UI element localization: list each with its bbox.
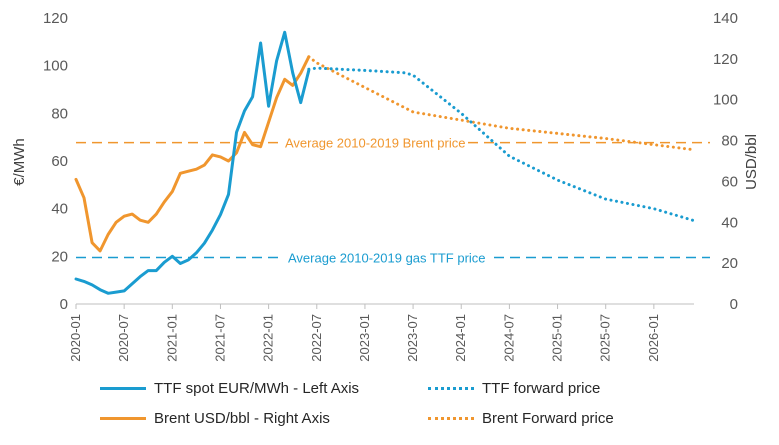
x-tick-label: 2021-07 — [212, 314, 227, 362]
x-tick-label: 2021-01 — [164, 314, 179, 362]
series-line-2 — [74, 55, 311, 253]
x-tick-label: 2024-07 — [501, 314, 516, 362]
series-line-1 — [307, 66, 696, 223]
x-axis-ticks: 2020-01 2020-07 2021-01 2021-07 2022-01 2022-… — [68, 304, 661, 362]
right-tick-label: 120 — [713, 51, 738, 68]
right-axis-label: USD/bbl — [743, 134, 760, 190]
right-tick-label: 40 — [721, 214, 738, 231]
left-tick-label: 20 — [51, 248, 68, 265]
series-lines — [74, 30, 696, 295]
right-tick-label: 20 — [721, 255, 738, 272]
reference-line-label: Average 2010-2019 gas TTF price — [288, 251, 486, 266]
x-tick-label: 2024-01 — [453, 314, 468, 362]
right-tick-label: 0 — [730, 296, 738, 313]
series-line-0 — [74, 30, 311, 295]
left-tick-label: 80 — [51, 105, 68, 122]
x-tick-label: 2022-01 — [261, 314, 276, 362]
left-axis-label: €/MWh — [11, 138, 28, 186]
legend-swatch-brent-forward — [428, 417, 474, 420]
left-tick-label: 0 — [60, 296, 68, 313]
legend-label-ttf-spot: TTF spot EUR/MWh - Left Axis — [154, 380, 360, 397]
left-tick-label: 100 — [43, 58, 68, 75]
legend-label-ttf-forward: TTF forward price — [482, 380, 601, 397]
right-tick-label: 60 — [721, 173, 738, 190]
x-tick-label: 2025-07 — [598, 314, 613, 362]
legend-swatch-ttf-forward — [428, 387, 474, 390]
chart: 0 20 40 60 80 100 120 0 20 40 60 80 100 120 140 €/MWh… — [11, 10, 760, 362]
legend-item-brent-forward: Brent Forward price — [428, 410, 614, 427]
legend-item-ttf-forward: TTF forward price — [428, 380, 600, 397]
left-tick-label: 40 — [51, 201, 68, 218]
x-tick-label: 2023-07 — [405, 314, 420, 362]
right-tick-label: 100 — [713, 92, 738, 109]
x-tick-label: 2020-07 — [116, 314, 131, 362]
legend-swatch-ttf-spot — [100, 387, 146, 390]
legend-label-brent: Brent USD/bbl - Right Axis — [154, 410, 330, 427]
reference-line-label: Average 2010-2019 Brent price — [285, 136, 465, 151]
x-tick-label: 2020-01 — [68, 314, 83, 362]
left-axis-ticks: 0 20 40 60 80 100 120 — [43, 10, 68, 313]
right-tick-label: 80 — [721, 133, 738, 150]
left-tick-label: 120 — [43, 10, 68, 27]
reference-lines: Average 2010-2019 Brent price Average 201… — [76, 136, 710, 266]
legend-swatch-brent — [100, 417, 146, 420]
x-tick-label: 2022-07 — [309, 314, 324, 362]
legend-label-brent-forward: Brent Forward price — [482, 410, 614, 427]
legend-item-ttf-spot: TTF spot EUR/MWh - Left Axis — [100, 380, 359, 397]
right-tick-label: 140 — [713, 10, 738, 27]
series-line-3 — [307, 55, 696, 152]
x-tick-label: 2026-01 — [646, 314, 661, 362]
right-axis-ticks: 0 20 40 60 80 100 120 140 — [713, 10, 738, 313]
legend: TTF spot EUR/MWh - Left Axis TTF forward… — [0, 366, 779, 445]
x-tick-label: 2025-01 — [550, 314, 565, 362]
left-tick-label: 60 — [51, 153, 68, 170]
legend-item-brent: Brent USD/bbl - Right Axis — [100, 410, 330, 427]
x-tick-label: 2023-01 — [357, 314, 372, 362]
